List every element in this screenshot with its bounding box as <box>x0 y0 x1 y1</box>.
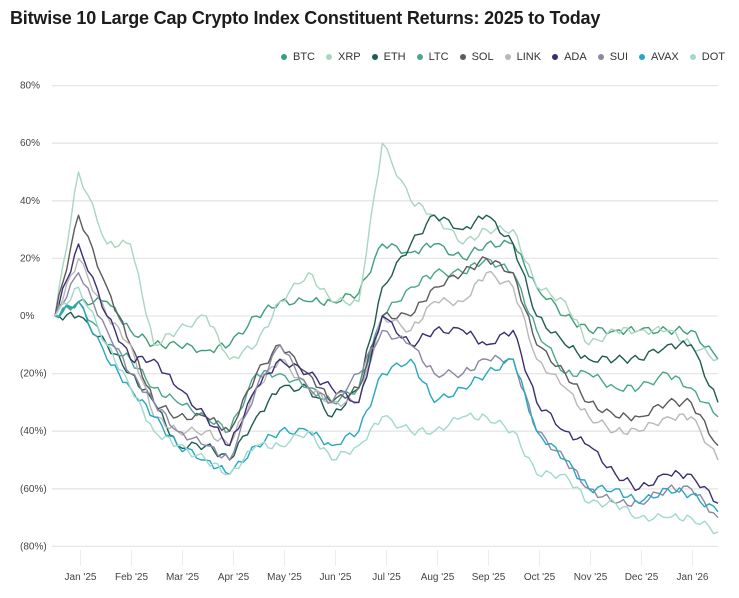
series-line-ada <box>54 243 719 504</box>
x-tick-label: Feb '25 <box>115 572 148 583</box>
y-tick-label: (60%) <box>20 484 47 495</box>
chart-title: Bitwise 10 Large Cap Crypto Index Consti… <box>10 8 601 28</box>
y-tick-label: (80%) <box>20 541 47 552</box>
x-tick-label: Aug '25 <box>421 572 455 583</box>
legend-item-ltc[interactable]: LTC <box>416 51 449 63</box>
legend-item-xrp[interactable]: XRP <box>326 51 361 63</box>
legend-label: SUI <box>609 51 629 63</box>
legend-dot-icon <box>597 54 604 60</box>
series-line-eth <box>54 214 719 461</box>
legend-dot-icon <box>459 54 466 60</box>
legend-dot-icon <box>689 54 696 60</box>
y-tick-label: (40%) <box>20 426 47 437</box>
x-tick-label: Sep '25 <box>472 572 506 583</box>
series-line-xrp <box>54 142 719 362</box>
x-tick-label: Nov '25 <box>574 572 608 583</box>
legend-label: SOL <box>471 51 494 63</box>
legend-dot-icon <box>371 54 378 60</box>
series-line-dot <box>54 286 719 535</box>
x-tick-label: Oct '25 <box>524 572 556 583</box>
legend-item-dot[interactable]: DOT <box>689 51 725 63</box>
legend-label: LTC <box>428 51 449 63</box>
x-tick-label: Jan '26 <box>677 572 709 583</box>
y-tick-label: (20%) <box>20 369 47 380</box>
x-tick-label: Apr '25 <box>218 572 250 583</box>
series-line-avax <box>54 300 719 513</box>
legend-item-avax[interactable]: AVAX <box>639 51 679 63</box>
legend-dot-icon <box>504 54 511 60</box>
legend-item-ada[interactable]: ADA <box>552 51 587 63</box>
legend-label: LINK <box>516 51 542 63</box>
legend-label: ETH <box>383 51 406 63</box>
x-tick-label: Jan '25 <box>65 572 97 583</box>
legend-label: DOT <box>701 51 725 63</box>
x-tick-label: Jul '25 <box>372 572 401 583</box>
legend-label: XRP <box>338 51 361 63</box>
legend-label: BTC <box>293 51 315 63</box>
x-tick-label: Dec '25 <box>625 572 659 583</box>
y-tick-label: 60% <box>20 138 40 149</box>
legend-label: ADA <box>564 51 587 63</box>
legend-label: AVAX <box>651 51 679 63</box>
series-line-sui <box>54 272 719 519</box>
legend-item-link[interactable]: LINK <box>504 51 542 63</box>
legend-dot-icon <box>639 54 646 60</box>
legend-dot-icon <box>416 54 423 60</box>
y-tick-label: 80% <box>20 81 40 92</box>
legend-item-sol[interactable]: SOL <box>459 51 494 63</box>
legend-item-btc[interactable]: BTC <box>281 51 315 63</box>
x-tick-label: Jun '25 <box>320 572 352 583</box>
y-tick-label: 0% <box>20 311 35 322</box>
legend-item-eth[interactable]: ETH <box>371 51 406 63</box>
y-tick-label: 20% <box>20 253 40 264</box>
x-tick-label: May '25 <box>267 572 302 583</box>
x-tick-label: Mar '25 <box>166 572 199 583</box>
y-tick-label: 40% <box>20 196 40 207</box>
legend: BTC XRP ETH LTC SOL LINK ADA SUI AVAX DOT <box>281 51 725 63</box>
legend-dot-icon <box>281 54 287 60</box>
legend-dot-icon <box>552 54 559 60</box>
legend-item-sui[interactable]: SUI <box>597 51 629 63</box>
legend-dot-icon <box>326 54 332 60</box>
